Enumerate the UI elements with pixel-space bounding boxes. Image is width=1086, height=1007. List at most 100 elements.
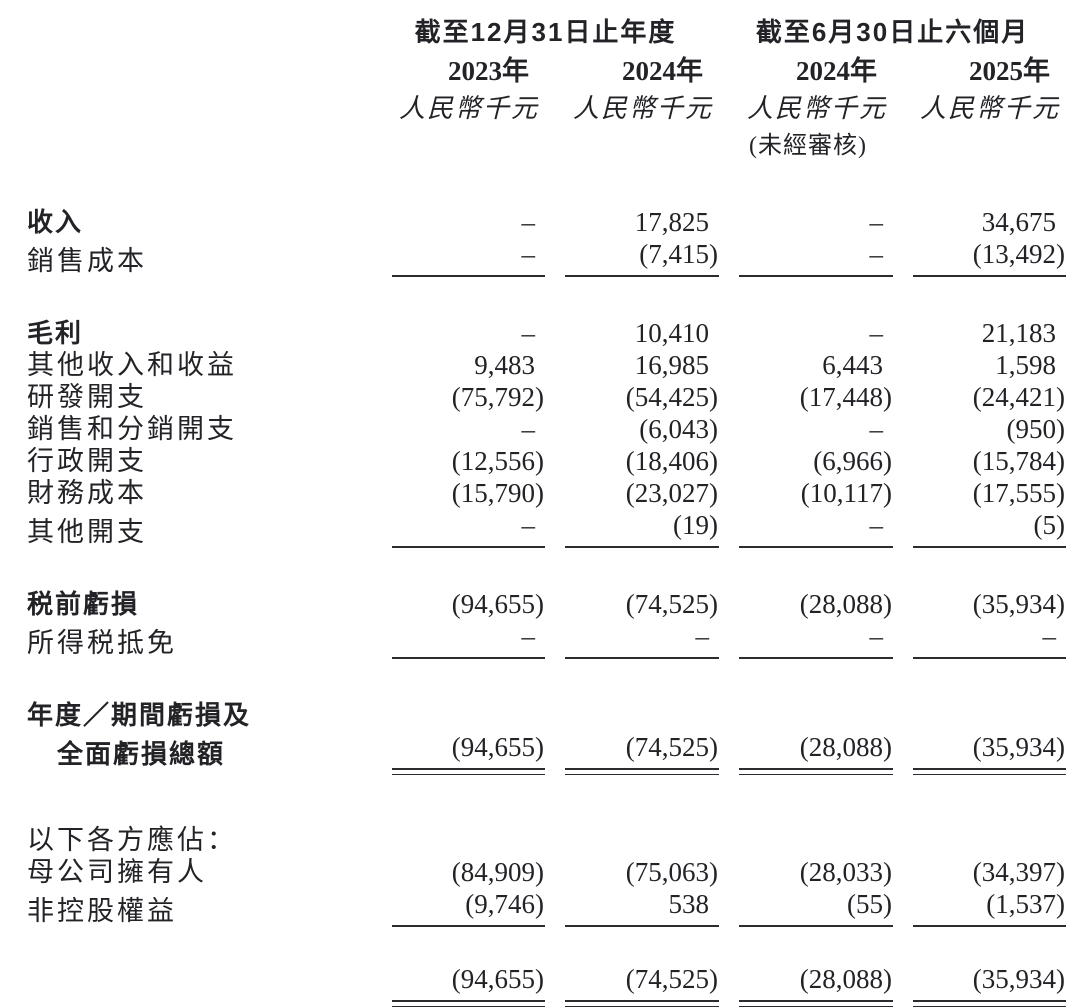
row-label: 行政開支 [27,446,147,476]
spacer-row [27,160,1066,206]
value-text: 9,483 [474,350,535,380]
value-cell: (950) [893,413,1066,445]
table-row: 收入 – 17,825 – 34,675 [27,206,1066,238]
value-text: 17,825 [634,207,709,237]
row-label: 收入 [27,207,84,237]
value-text: (24,421) [972,382,1066,412]
value-cell: – [719,206,893,238]
value-cell [372,699,545,731]
row-label: 其他開支 [27,517,147,547]
value-cell: (5) [893,509,1067,548]
year-header-2023: 2023年 [448,56,529,86]
value-cell: (6,966) [719,445,893,477]
value-cell [372,824,545,856]
value-text: (17,555) [972,478,1066,508]
value-text: (12,556) [451,446,544,476]
row-label: 銷售成本 [27,246,147,276]
value-text: (35,934) [913,963,1067,1007]
value-cell: (28,088) [719,963,893,1007]
unit-label: 人民幣千元 [398,94,539,123]
value-cell: 34,675 [893,206,1066,238]
value-text: – [869,207,884,237]
value-text: 10,410 [634,318,709,348]
value-cell: (12,556) [372,445,545,477]
value-text: (6,043) [639,414,718,444]
table-row: 銷售成本 – (7,415) – (13,492) [27,238,1067,277]
value-cell: – [719,620,893,659]
value-cell: (74,525) [545,731,719,775]
row-label: 税前虧損 [27,589,140,619]
table-row: 其他開支 – (19) – (5) [27,509,1067,548]
value-cell: – [372,238,545,277]
table-row: 其他收入和收益 9,483 16,985 6,443 1,598 [27,349,1066,381]
value-text: (35,934) [913,731,1067,775]
value-cell: – [372,413,545,445]
value-cell: (55) [719,888,893,927]
value-cell: (74,525) [545,963,719,1007]
value-text: (10,117) [800,478,892,508]
value-cell: 10,410 [545,317,719,349]
value-cell: (17,448) [719,381,893,413]
row-label: 所得税抵免 [27,628,177,658]
table-row: (94,655) (74,525) (28,088) (35,934) [27,963,1067,1007]
value-cell: – [372,206,545,238]
value-text: 538 [565,888,719,927]
value-cell: 17,825 [545,206,719,238]
unit-label: 人民幣千元 [746,94,887,123]
value-text: (13,492) [913,238,1067,277]
table-row: 行政開支 (12,556) (18,406) (6,966) (15,784) [27,445,1066,477]
value-text: – [739,238,893,277]
value-cell [545,699,719,731]
value-cell: (35,934) [893,963,1067,1007]
value-text: (74,525) [565,731,719,775]
value-text: – [869,414,884,444]
row-label: 非控股權益 [27,896,177,926]
value-cell: 1,598 [893,349,1066,381]
value-cell: – [719,413,893,445]
table-row: 銷售和分銷開支 – (6,043) – (950) [27,413,1066,445]
table-row: 全面虧損總額 (94,655) (74,525) (28,088) (35,934) [27,731,1067,775]
value-cell: (54,425) [545,381,719,413]
value-cell: (1,537) [893,888,1067,927]
value-text: (35,934) [972,589,1066,619]
value-cell: (17,555) [893,477,1066,509]
row-label: 銷售和分銷開支 [27,414,237,444]
table-row: 年度／期間虧損及 [27,699,1066,731]
value-text: – [739,509,893,548]
value-cell: (94,655) [372,963,545,1007]
value-text: (15,790) [451,478,544,508]
value-text: 21,183 [981,318,1057,348]
row-label [27,963,372,1002]
value-cell: (15,790) [372,477,545,509]
value-text: (55) [739,888,893,927]
value-text: (18,406) [625,446,718,476]
value-text: (1,537) [913,888,1067,927]
value-cell [893,699,1066,731]
row-label: 其他收入和收益 [27,350,237,380]
unit-header-row: 人民幣千元 人民幣千元 人民幣千元 人民幣千元 [27,88,1066,125]
value-cell: – [719,238,893,277]
value-text: 1,598 [995,350,1057,380]
row-label: 財務成本 [27,478,147,508]
value-text: (28,088) [739,963,893,1007]
column-group-annual: 截至12月31日止年度 [414,17,677,47]
value-text: (950) [1006,414,1066,444]
value-text: – [392,509,545,548]
value-text: (17,448) [799,382,892,412]
spacer-row [27,770,1066,824]
spacer-row [27,659,1066,699]
table-row: 毛利 – 10,410 – 21,183 [27,317,1066,349]
column-group-interim: 截至6月30日止六個月 [755,17,1030,47]
value-cell: (13,492) [893,238,1067,277]
table-row: 以下各方應佔： [27,824,1066,856]
value-cell: 538 [545,888,719,927]
value-text: (15,784) [972,446,1066,476]
value-cell: (75,063) [545,856,719,888]
value-cell: (28,088) [719,731,893,775]
value-cell: (35,934) [893,588,1066,620]
value-cell [719,699,893,731]
value-cell [545,824,719,856]
value-cell: (75,792) [372,381,545,413]
value-text: (94,655) [451,589,544,619]
